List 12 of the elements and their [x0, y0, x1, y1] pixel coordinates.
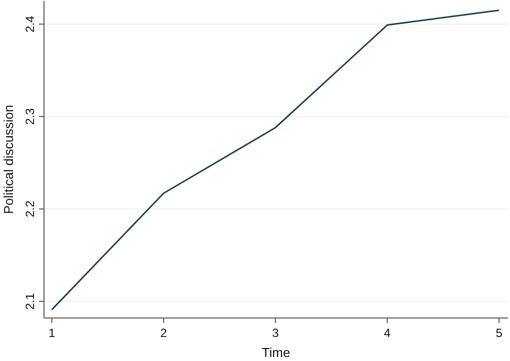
- x-tick-label: 3: [272, 326, 280, 340]
- y-tick-label: 2.3: [23, 108, 37, 125]
- x-tick-label: 5: [496, 326, 503, 340]
- y-tick-label: 2.4: [23, 15, 37, 32]
- x-tick-label: 4: [384, 326, 391, 340]
- x-tick-label: 1: [48, 326, 56, 340]
- x-axis-title: Time: [262, 345, 290, 360]
- y-axis-title: Political discussion: [1, 104, 16, 214]
- line-series: [51, 9, 500, 310]
- y-tick-label: 2.2: [23, 200, 37, 218]
- y-tick-label: 2.1: [23, 292, 37, 310]
- x-tick-label: 2: [160, 326, 168, 340]
